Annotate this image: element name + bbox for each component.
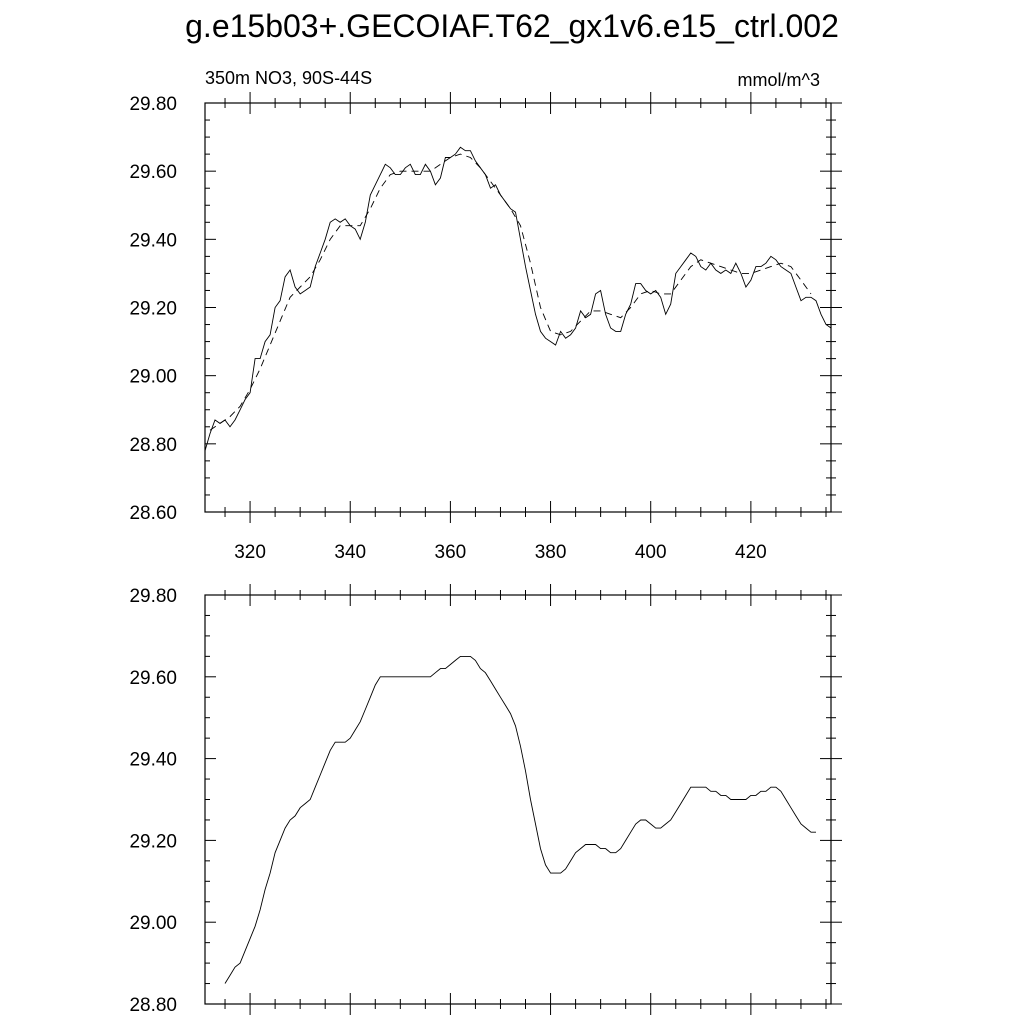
bottom-y-tick-label: 29.80 bbox=[129, 586, 177, 607]
top-x-tick-label: 320 bbox=[234, 542, 266, 563]
top-plot-frame bbox=[204, 102, 832, 513]
bottom-panel: 28.80 29.00 29.20 29.40 29.60 29.80 bbox=[129, 584, 842, 1016]
top-y-tick-label: 28.60 bbox=[129, 503, 177, 524]
top-x-tick-label: 360 bbox=[435, 542, 467, 563]
top-x-tick-label: 340 bbox=[334, 542, 366, 563]
top-panel-left-label: 350m NO3, 90S-44S bbox=[205, 68, 372, 88]
bottom-y-tick-label: 29.60 bbox=[129, 668, 177, 689]
top-x-tick-label: 420 bbox=[735, 542, 767, 563]
bottom-y-tick-label: 29.20 bbox=[129, 831, 177, 852]
top-x-tick-label: 380 bbox=[535, 542, 567, 563]
top-y-tick-label: 29.20 bbox=[129, 299, 177, 320]
top-panel: 350m NO3, 90S-44S mmol/m^3 320 340 360 380 4… bbox=[129, 68, 842, 563]
top-series-line-solid bbox=[204, 146, 832, 451]
top-series-line-dashed bbox=[209, 153, 812, 431]
top-y-tick-label: 29.00 bbox=[129, 367, 177, 388]
bottom-y-tick-label: 28.80 bbox=[129, 995, 177, 1016]
bottom-y-tick-label: 29.00 bbox=[129, 913, 177, 934]
bottom-y-tick-label: 29.40 bbox=[129, 750, 177, 771]
top-panel-units-label: mmol/m^3 bbox=[738, 70, 820, 90]
top-y-tick-label: 29.80 bbox=[129, 94, 177, 115]
top-y-tick-label: 28.80 bbox=[129, 435, 177, 456]
bottom-series-line-solid bbox=[224, 655, 816, 984]
top-y-tick-label: 29.40 bbox=[129, 230, 177, 251]
chart-main-title: g.e15b03+.GECOIAF.T62_gx1v6.e15_ctrl.002 bbox=[185, 8, 839, 44]
top-y-tick-label: 29.60 bbox=[129, 162, 177, 183]
top-x-tick-label: 400 bbox=[635, 542, 667, 563]
